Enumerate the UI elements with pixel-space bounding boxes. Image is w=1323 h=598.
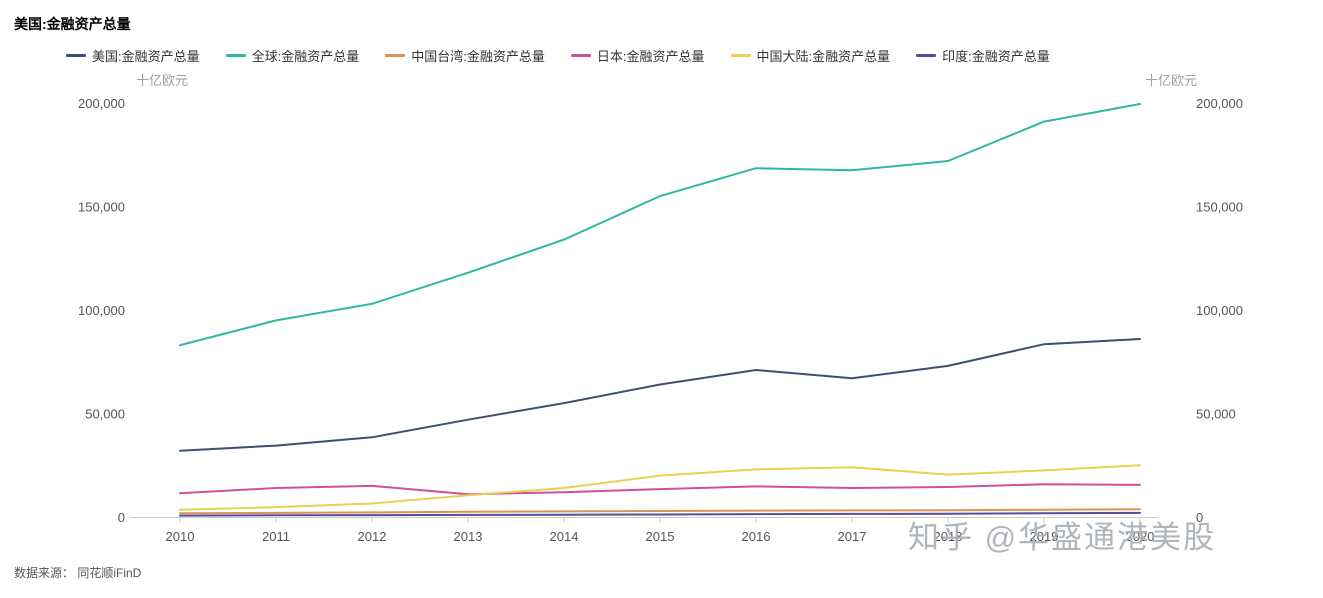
- x-axis-label: 2015: [646, 529, 675, 544]
- y-axis-label-right: 0: [1196, 510, 1203, 525]
- x-axis-label: 2017: [838, 529, 867, 544]
- y-axis-label-right: 50,000: [1196, 407, 1236, 422]
- y-axis-label-left: 150,000: [78, 200, 125, 215]
- series-line: [179, 483, 1141, 496]
- y-axis-label-right: 100,000: [1196, 303, 1243, 318]
- page-title: 美国:金融资产总量: [14, 16, 131, 32]
- legend-item[interactable]: 全球:金融资产总量: [225, 46, 360, 65]
- y-axis-label-left: 200,000: [78, 96, 125, 111]
- series-line: [179, 464, 1141, 511]
- legend-item[interactable]: 中国大陆:金融资产总量: [730, 46, 891, 65]
- y-axis-label-right: 200,000: [1196, 96, 1243, 111]
- x-axis-label: 2013: [454, 529, 483, 544]
- legend-item[interactable]: 印度:金融资产总量: [916, 46, 1050, 65]
- legend-item[interactable]: 美国:金融资产总量: [66, 46, 200, 65]
- series-line: [179, 508, 1141, 515]
- legend-line-marker: [66, 54, 86, 57]
- legend-line-marker: [916, 54, 937, 57]
- legend: 美国:金融资产总量 全球:金融资产总量 中国台湾:金融资产总量 日本:金融资产总量 中国…: [66, 46, 1303, 65]
- legend-label: 中国台湾:金融资产总量: [411, 49, 545, 64]
- legend-item[interactable]: 日本:金融资产总量: [570, 46, 705, 65]
- x-axis-label: 2011: [262, 529, 290, 544]
- y-axis-label-left: 100,000: [78, 303, 125, 318]
- series-line: [179, 103, 1141, 347]
- x-axis-label: 2014: [550, 529, 579, 544]
- x-axis-label: 2016: [742, 529, 771, 544]
- legend-label: 美国:金融资产总量: [92, 49, 200, 64]
- x-axis-label: 2020: [1126, 529, 1155, 544]
- legend-label: 中国大陆:金融资产总量: [756, 49, 891, 64]
- legend-line-marker: [570, 54, 591, 57]
- legend-label: 印度:金融资产总量: [942, 49, 1050, 64]
- x-axis-label: 2010: [166, 529, 195, 544]
- legend-line-marker: [225, 54, 246, 57]
- legend-line-marker: [385, 54, 406, 57]
- legend-item[interactable]: 中国台湾:金融资产总量: [385, 46, 545, 65]
- x-axis-label: 2018: [934, 529, 963, 544]
- y-axis-label-left: 0: [118, 510, 125, 525]
- x-axis-label: 2019: [1030, 529, 1059, 544]
- legend-line-marker: [730, 54, 751, 57]
- y-axis-unit-right: 十亿欧元: [1144, 73, 1197, 88]
- x-axis-label: 2012: [358, 529, 387, 544]
- data-source: 数据来源： 同花顺iFinD: [14, 566, 142, 580]
- series-line: [179, 338, 1141, 452]
- series-line: [179, 511, 1141, 517]
- y-axis-label-left: 50,000: [85, 407, 125, 422]
- y-axis-label-right: 150,000: [1196, 200, 1243, 215]
- legend-label: 日本:金融资产总量: [596, 49, 705, 64]
- y-axis-unit-left: 十亿欧元: [136, 73, 189, 88]
- legend-label: 全球:金融资产总量: [251, 49, 360, 64]
